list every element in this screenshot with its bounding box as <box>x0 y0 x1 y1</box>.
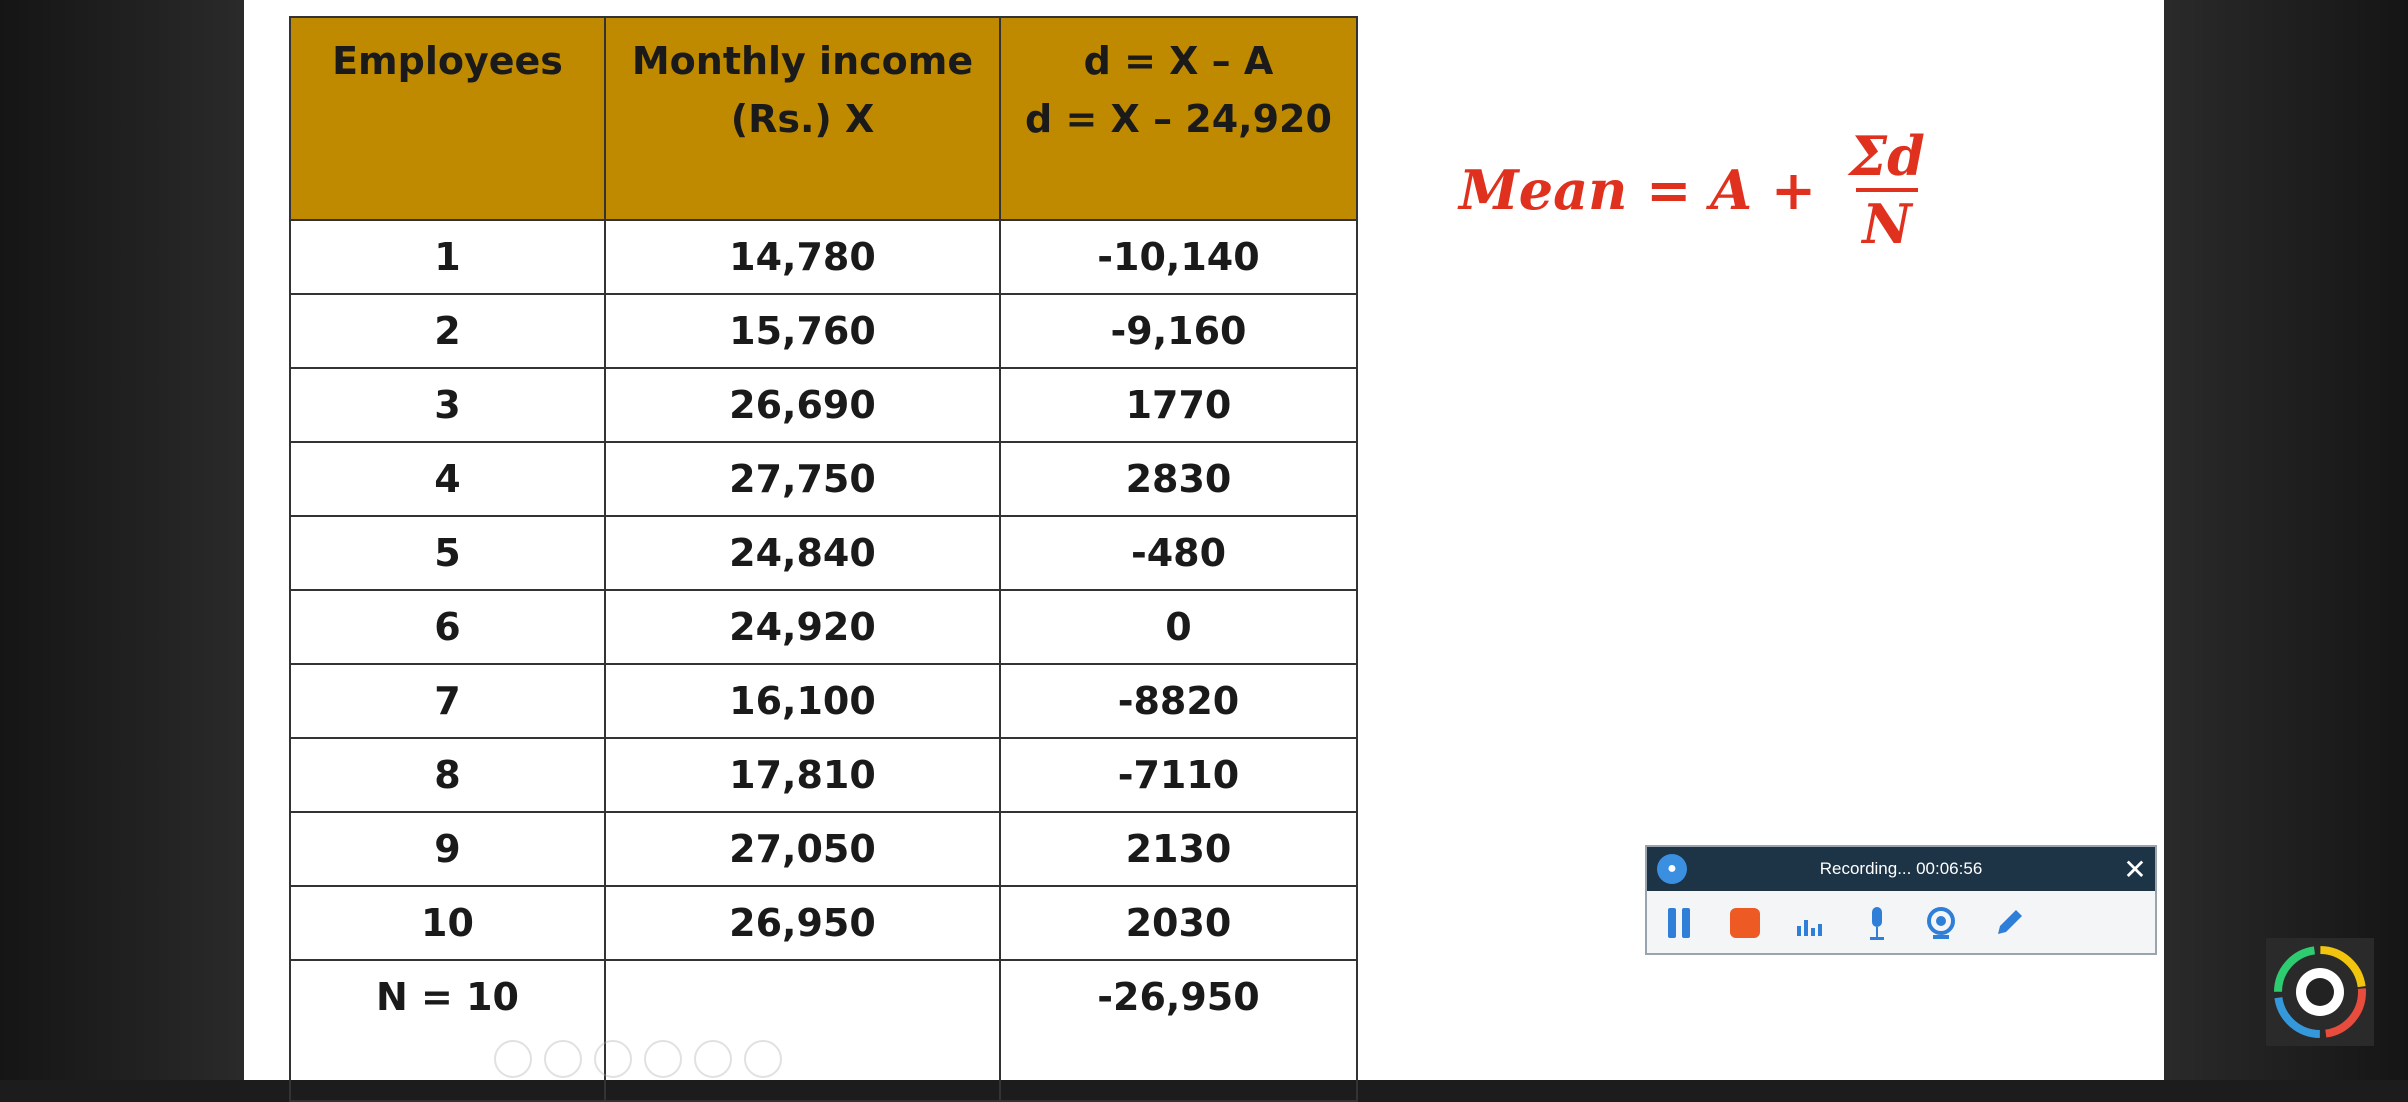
employee-cell: 4 <box>289 441 606 517</box>
deviation-cell: 2830 <box>999 441 1358 517</box>
income-cell: 15,760 <box>604 293 1001 369</box>
employee-cell: 10 <box>289 885 606 961</box>
recorder-logo <box>2266 938 2374 1046</box>
employee-cell: 9 <box>289 811 606 887</box>
table-row: 7 16,100 -8820 <box>289 663 1358 739</box>
table-row: 4 27,750 2830 <box>289 441 1358 517</box>
income-table: Employees Monthly income (Rs.) X d = X –… <box>289 16 1358 1102</box>
deviation-cell: -7110 <box>999 737 1358 813</box>
close-icon[interactable]: ✕ <box>2123 853 2147 885</box>
table-row: 2 15,760 -9,160 <box>289 293 1358 369</box>
deviation-cell: -10,140 <box>999 219 1358 295</box>
pause-icon <box>1662 906 1696 940</box>
income-cell: 27,750 <box>604 441 1001 517</box>
recorder-titlebar[interactable]: ● Recording... 00:06:56 ✕ <box>1647 847 2155 891</box>
employee-cell: 5 <box>289 515 606 591</box>
deviation-cell: -8820 <box>999 663 1358 739</box>
employee-cell: 6 <box>289 589 606 665</box>
pen-icon <box>1998 910 2022 934</box>
audio-level-icon <box>1797 920 1822 936</box>
table-row: 9 27,050 2130 <box>289 811 1358 887</box>
deviation-cell: 1770 <box>999 367 1358 443</box>
slide: Employees Monthly income (Rs.) X d = X –… <box>244 0 2164 1102</box>
left-letterbox <box>0 0 244 1080</box>
employee-cell: 1 <box>289 219 606 295</box>
income-cell: 27,050 <box>604 811 1001 887</box>
income-cell: 24,920 <box>604 589 1001 665</box>
income-cell: 24,840 <box>604 515 1001 591</box>
table-row: 10 26,950 2030 <box>289 885 1358 961</box>
header-employees: Employees <box>289 16 606 221</box>
header-deviation: d = X – A d = X – 24,920 <box>999 16 1358 221</box>
table-row: 6 24,920 0 <box>289 589 1358 665</box>
nav-prev-icon[interactable] <box>494 1040 532 1078</box>
total-deviation-cell: -26,950 <box>999 959 1358 1102</box>
income-cell: 26,690 <box>604 367 1001 443</box>
table-row: 5 24,840 -480 <box>289 515 1358 591</box>
webcam-button[interactable] <box>1925 905 1961 941</box>
formula-lhs: Mean = A + <box>1459 158 1835 222</box>
nav-grid-icon[interactable] <box>644 1040 682 1078</box>
formula-fraction: Σd N <box>1845 124 1929 256</box>
logo-icon <box>2274 946 2366 1038</box>
deviation-cell: -9,160 <box>999 293 1358 369</box>
nav-more-icon[interactable] <box>744 1040 782 1078</box>
employee-cell: 8 <box>289 737 606 813</box>
income-cell: 17,810 <box>604 737 1001 813</box>
nav-next-icon[interactable] <box>544 1040 582 1078</box>
nav-pen-icon[interactable] <box>594 1040 632 1078</box>
deviation-cell: 2030 <box>999 885 1358 961</box>
table-header-row: Employees Monthly income (Rs.) X d = X –… <box>289 16 1358 221</box>
pen-button[interactable] <box>1991 905 2027 941</box>
income-cell: 26,950 <box>604 885 1001 961</box>
audio-level-button[interactable] <box>1793 905 1829 941</box>
stop-button[interactable] <box>1727 905 1763 941</box>
employee-cell: 3 <box>289 367 606 443</box>
mean-formula: Mean = A + Σd N <box>1459 124 1929 256</box>
microphone-icon <box>1870 907 1884 940</box>
employee-cell: 7 <box>289 663 606 739</box>
table-row: 8 17,810 -7110 <box>289 737 1358 813</box>
formula-denominator: N <box>1856 188 1918 256</box>
webcam-icon: ● <box>1657 854 1687 884</box>
income-cell: 14,780 <box>604 219 1001 295</box>
deviation-cell: 2130 <box>999 811 1358 887</box>
stop-icon <box>1730 908 1760 938</box>
screen-recorder-toolbar: ● Recording... 00:06:56 ✕ <box>1645 845 2157 955</box>
recorder-status: Recording... 00:06:56 <box>1819 859 1983 878</box>
total-income-cell <box>604 959 1001 1102</box>
header-monthly-income: Monthly income (Rs.) X <box>604 16 1001 221</box>
deviation-cell: -480 <box>999 515 1358 591</box>
webcam-toggle-icon <box>1927 907 1955 939</box>
slide-nav-controls <box>494 1040 782 1078</box>
nav-zoom-icon[interactable] <box>694 1040 732 1078</box>
table-row: 1 14,780 -10,140 <box>289 219 1358 295</box>
income-cell: 16,100 <box>604 663 1001 739</box>
pause-button[interactable] <box>1661 905 1697 941</box>
formula-numerator: Σd <box>1848 124 1925 188</box>
table-total-row: N = 10 -26,950 <box>289 959 1358 1102</box>
right-letterbox <box>2164 0 2408 1080</box>
deviation-cell: 0 <box>999 589 1358 665</box>
microphone-button[interactable] <box>1859 905 1895 941</box>
recorder-tools <box>1647 891 2155 955</box>
employee-cell: 2 <box>289 293 606 369</box>
table-row: 3 26,690 1770 <box>289 367 1358 443</box>
